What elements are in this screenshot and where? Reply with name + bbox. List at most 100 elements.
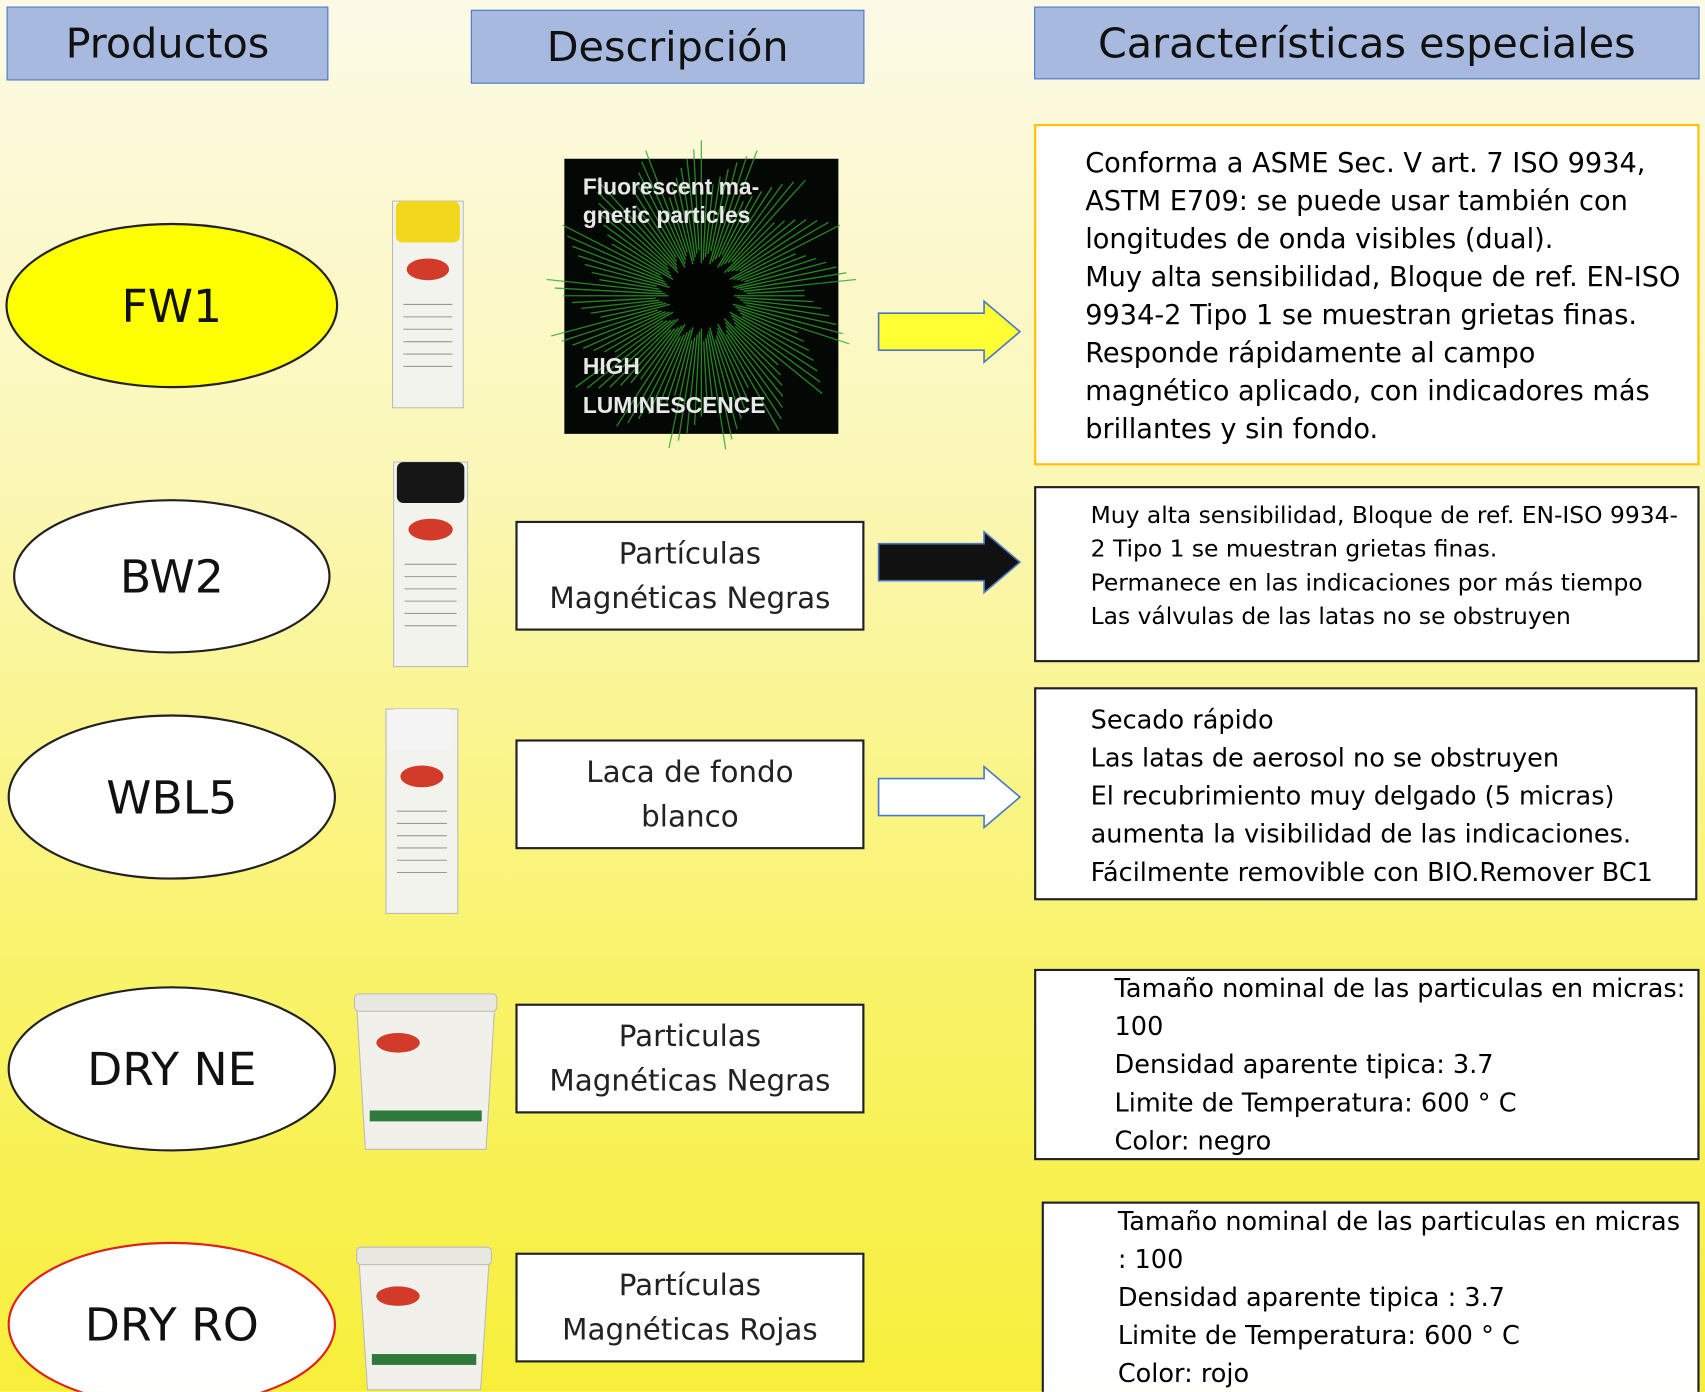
bucket-label xyxy=(371,1354,477,1365)
particle-streak xyxy=(590,301,663,314)
particle-streak xyxy=(703,341,708,408)
particle-streak xyxy=(731,179,806,263)
can-logo xyxy=(400,765,444,788)
particle-streak xyxy=(720,186,773,267)
particle-streak xyxy=(616,325,683,427)
particle-streak xyxy=(640,327,679,380)
particle-streak xyxy=(737,296,814,303)
particle-streak xyxy=(598,202,668,266)
product-ellipse xyxy=(5,222,339,389)
particle-streak xyxy=(596,179,678,270)
particle-streak xyxy=(707,176,721,254)
image-text: LUMINESCENCE xyxy=(582,393,766,419)
product-image xyxy=(391,200,464,409)
description-line: Laca de fondo xyxy=(586,755,794,789)
particle-streak xyxy=(582,311,666,349)
description-line: Magnéticas Negras xyxy=(549,1063,831,1098)
particle-streak xyxy=(561,309,659,342)
particle-streak xyxy=(675,177,695,261)
feature-item: El recubrimiento muy delgado (5 micras) … xyxy=(1090,780,1632,850)
particle-streak xyxy=(657,332,688,409)
description-line: blanco xyxy=(641,799,739,834)
feature-item: Conforma a ASME Sec. V art. 7 ISO 9934, … xyxy=(1085,146,1646,255)
particle-streak xyxy=(614,320,664,353)
particle-streak xyxy=(711,155,748,262)
particle-streak xyxy=(723,318,782,376)
features-box xyxy=(1041,1201,1700,1392)
particle-streak xyxy=(725,333,782,420)
product-name: WBL5 xyxy=(106,770,238,824)
particle-streak xyxy=(603,224,671,274)
particle-streak xyxy=(710,169,729,252)
column-header: Descripción xyxy=(470,9,865,84)
bucket-body xyxy=(358,1257,490,1391)
particle-streak xyxy=(645,150,687,257)
feature-item: Limite de Temperatura: 600 ° C xyxy=(1117,1320,1520,1351)
bucket-logo xyxy=(376,1286,420,1306)
can-cap xyxy=(396,462,465,504)
particle-streak xyxy=(729,221,829,281)
product-image xyxy=(393,461,469,668)
particle-streak xyxy=(635,215,678,266)
particle-streak xyxy=(620,329,672,386)
particle-streak xyxy=(745,304,837,326)
particle-streak xyxy=(705,337,713,399)
particle-streak xyxy=(732,303,844,335)
particle-streak xyxy=(725,325,784,397)
particle-streak xyxy=(731,219,796,272)
can-cap xyxy=(395,201,460,243)
particle-streak xyxy=(611,243,674,281)
description-line: Magnéticas Negras xyxy=(549,581,831,615)
column-header: Productos xyxy=(6,6,329,81)
particle-streak xyxy=(686,334,698,434)
particle-streak xyxy=(600,213,669,270)
particle-streak xyxy=(732,261,827,288)
image-text: Fluorescent ma- xyxy=(582,175,760,201)
product-ellipse xyxy=(7,986,336,1152)
particle-streak xyxy=(578,255,668,286)
particle-streak xyxy=(597,191,679,274)
product-name: FW1 xyxy=(121,278,223,333)
particle-streak xyxy=(666,329,691,403)
particle-streak xyxy=(609,318,679,388)
particle-streak xyxy=(725,329,784,408)
particle-streak xyxy=(714,150,758,260)
can-cap xyxy=(389,708,455,750)
particle-streak xyxy=(677,337,696,441)
particle-streak xyxy=(586,319,672,389)
description-line: Particulas xyxy=(618,1019,762,1054)
product-ellipse xyxy=(13,499,331,654)
particle-streak xyxy=(638,336,682,420)
feature-item: Tamaño nominal de las particulas en micr… xyxy=(1114,973,1686,1042)
particle-streak xyxy=(736,266,837,289)
particle-streak xyxy=(739,220,818,272)
description-line: Partículas xyxy=(618,536,762,571)
feature-item: Limite de Temperatura: 600 ° C xyxy=(1114,1087,1517,1118)
particle-streak xyxy=(566,235,663,280)
particle-streak xyxy=(598,319,676,389)
particle-streak xyxy=(581,299,660,310)
can-logo xyxy=(406,258,450,281)
particle-streak xyxy=(554,287,666,295)
particle-streak xyxy=(604,311,674,353)
can-logo xyxy=(408,518,453,541)
features-box xyxy=(1034,687,1698,901)
particle-streak xyxy=(708,330,733,440)
feature-item: Color: negro xyxy=(1114,1125,1272,1156)
feature-item: Muy alta sensibilidad, Bloque de ref. EN… xyxy=(1090,502,1678,564)
particle-streak xyxy=(584,263,671,288)
particle-streak xyxy=(733,224,841,281)
feature-item: Muy alta sensibilidad, Bloque de ref. EN… xyxy=(1085,260,1681,331)
particle-streak xyxy=(546,278,663,293)
particle-streak xyxy=(743,301,830,317)
product-image xyxy=(385,708,459,914)
particle-streak xyxy=(607,234,672,277)
feature-item: Secado rápido xyxy=(1090,704,1274,736)
particle-streak xyxy=(627,323,686,424)
particle-streak xyxy=(599,278,660,290)
bucket-label xyxy=(369,1110,482,1122)
particle-streak xyxy=(709,162,738,265)
product-ellipse xyxy=(7,1241,336,1392)
